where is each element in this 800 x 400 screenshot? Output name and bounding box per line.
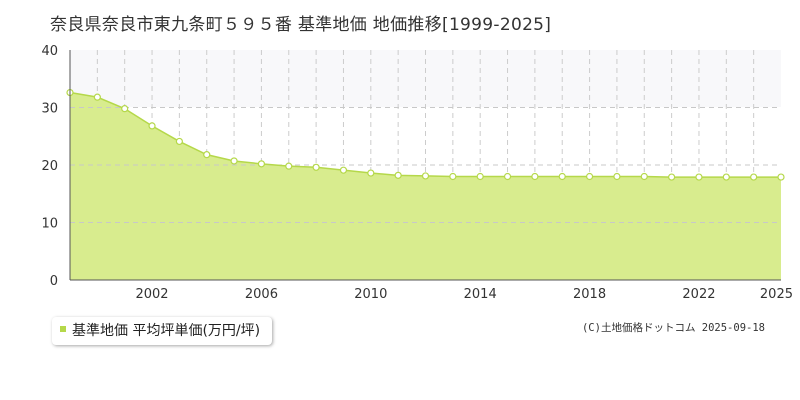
y-tick-label: 40 <box>41 44 58 59</box>
x-tick-label: 2018 <box>573 287 606 302</box>
legend-marker <box>60 326 66 332</box>
data-point <box>339 166 348 174</box>
y-tick-label: 20 <box>41 159 58 174</box>
chart-title: 奈良県奈良市東九条町５９５番 基準地価 地価推移[1999-2025] <box>50 15 552 35</box>
data-point <box>394 171 402 179</box>
data-point <box>367 169 375 177</box>
data-point <box>93 93 101 101</box>
data-point <box>121 105 129 113</box>
data-point <box>175 137 183 146</box>
y-tick-label: 30 <box>41 102 58 117</box>
data-point <box>722 173 730 181</box>
data-point <box>230 157 238 165</box>
x-tick-label: 2006 <box>245 287 278 302</box>
x-tick-label: 2002 <box>135 287 168 302</box>
data-point <box>531 172 539 181</box>
data-point <box>449 172 457 181</box>
area-fill <box>70 92 781 280</box>
data-point <box>312 163 320 171</box>
data-point <box>585 172 594 181</box>
y-tick-labels: 0 10 20 30 40 <box>41 44 58 289</box>
data-point <box>695 173 703 181</box>
data-point <box>558 172 566 181</box>
credit-text: (C)土地価格ドットコム 2025-09-18 <box>581 322 765 334</box>
data-point <box>777 173 785 181</box>
data-point <box>203 151 211 159</box>
data-point <box>640 172 648 181</box>
data-point <box>148 122 156 130</box>
legend: 基準地価 平均坪単価(万円/坪) <box>52 317 273 345</box>
data-point <box>421 172 430 180</box>
data-point <box>503 172 512 181</box>
x-tick-label: 2010 <box>354 287 387 302</box>
data-point <box>257 160 266 168</box>
y-tick-label: 10 <box>41 217 58 232</box>
x-tick-label: 2014 <box>464 287 497 302</box>
data-point <box>668 173 676 181</box>
data-point <box>750 173 758 181</box>
horizontal-grid <box>70 107 781 223</box>
x-tick-labels: 2002 2006 2010 2014 2018 2022 2025 <box>135 287 793 302</box>
legend-label: 基準地価 平均坪単価(万円/坪) <box>72 323 261 339</box>
data-point <box>285 162 293 170</box>
data-point <box>476 172 484 181</box>
data-point <box>613 172 621 181</box>
x-tick-label: 2022 <box>682 287 715 302</box>
data-points <box>66 88 785 181</box>
x-tick-label: 2025 <box>760 287 793 302</box>
y-tick-label: 0 <box>50 274 58 289</box>
